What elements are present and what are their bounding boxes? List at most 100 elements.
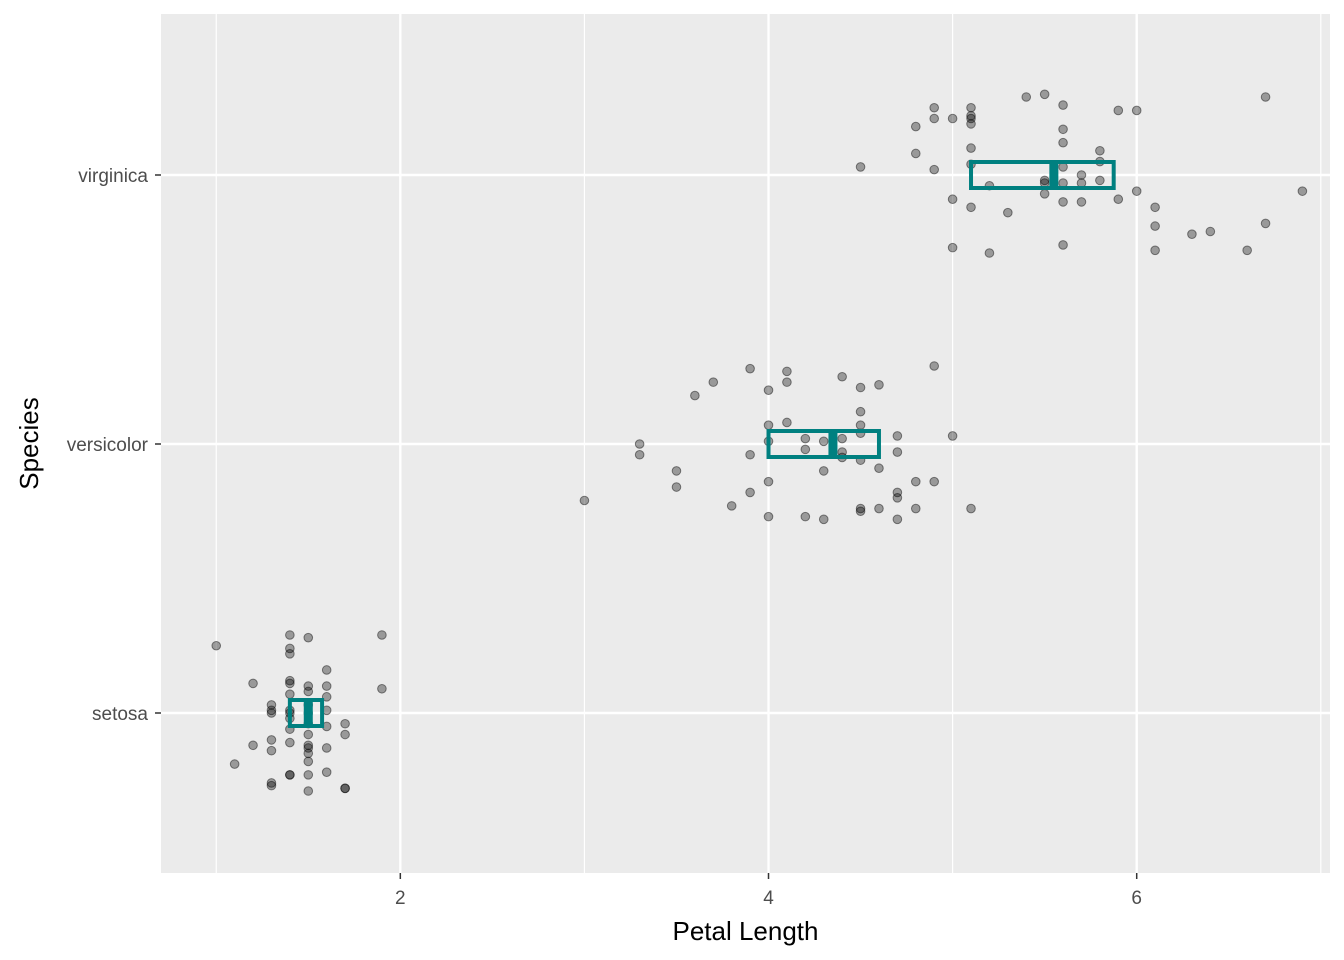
data-point <box>855 420 866 430</box>
data-point <box>1131 105 1142 116</box>
tick-labels: 2 4 6 setosa versicolor virginica <box>67 166 1142 909</box>
data-point <box>303 632 314 643</box>
data-point <box>285 643 295 654</box>
data-point <box>708 377 719 387</box>
data-point <box>266 708 277 718</box>
data-point <box>303 740 314 751</box>
data-point <box>984 248 995 258</box>
data-point <box>966 119 976 129</box>
data-point <box>266 780 277 791</box>
data-point <box>818 436 829 447</box>
data-point <box>1205 226 1216 237</box>
data-point <box>929 113 939 124</box>
data-point <box>929 476 939 487</box>
x-tick-label: 2 <box>395 888 406 909</box>
data-point <box>818 514 829 525</box>
data-point <box>1021 92 1032 102</box>
data-point <box>855 162 866 172</box>
data-point <box>1260 92 1271 102</box>
data-point <box>303 748 314 759</box>
data-point <box>855 503 866 514</box>
data-point <box>229 759 240 769</box>
data-point <box>321 665 332 675</box>
data-point <box>966 143 976 153</box>
data-point <box>285 675 295 686</box>
data-point <box>634 439 645 449</box>
data-point <box>818 466 829 476</box>
data-point <box>285 689 295 699</box>
data-point <box>763 385 774 396</box>
data-point <box>910 476 921 487</box>
data-point <box>910 121 921 132</box>
summary-box <box>969 160 1116 190</box>
data-point <box>892 493 903 503</box>
data-point <box>782 377 792 387</box>
data-point <box>745 363 755 374</box>
data-point <box>855 382 866 393</box>
data-point <box>303 743 314 753</box>
x-tick-label: 6 <box>1131 888 1142 909</box>
data-point <box>800 433 811 444</box>
data-point <box>1187 229 1197 239</box>
data-point <box>671 466 682 476</box>
data-point <box>285 770 295 780</box>
data-point <box>340 783 350 794</box>
data-point <box>1003 207 1013 218</box>
data-point <box>910 503 921 514</box>
data-point <box>285 630 295 640</box>
data-point <box>285 737 295 748</box>
axis-ticks <box>155 174 1138 879</box>
data-point <box>745 487 755 498</box>
data-point <box>892 447 903 457</box>
data-point <box>321 692 332 702</box>
y-tick-label: versicolor <box>67 435 149 456</box>
summary-boxes <box>287 160 1116 728</box>
data-point <box>303 756 314 767</box>
data-point <box>874 463 884 474</box>
data-point <box>892 514 903 525</box>
data-point <box>947 431 958 441</box>
data-point <box>929 164 939 175</box>
data-point <box>800 444 811 455</box>
data-point <box>947 242 958 253</box>
data-point <box>377 630 387 640</box>
data-point <box>340 729 350 740</box>
data-point <box>303 729 314 740</box>
data-point <box>929 361 939 371</box>
data-point <box>248 678 258 689</box>
data-point <box>634 449 645 460</box>
data-point <box>874 503 884 514</box>
data-point <box>340 718 350 729</box>
data-point <box>929 102 939 113</box>
data-point <box>1058 137 1068 148</box>
data-point <box>763 420 774 430</box>
data-point <box>303 770 314 780</box>
data-point <box>782 366 792 377</box>
data-point <box>1150 202 1160 213</box>
data-point <box>763 511 774 522</box>
data-point <box>800 511 811 522</box>
data-point <box>910 148 921 159</box>
data-point <box>321 681 332 691</box>
data-point <box>1242 245 1252 256</box>
data-point <box>966 113 976 124</box>
data-point <box>1095 175 1105 186</box>
y-tick-label: setosa <box>92 704 148 725</box>
data-point <box>266 705 277 716</box>
summary-box <box>766 429 881 459</box>
data-point <box>966 503 976 514</box>
data-point <box>671 482 682 492</box>
data-point <box>579 495 590 506</box>
data-point <box>1113 105 1124 116</box>
data-point <box>1039 89 1050 100</box>
data-point <box>266 778 277 788</box>
data-point <box>1058 100 1068 110</box>
data-point <box>1113 194 1124 205</box>
data-point <box>966 202 976 213</box>
data-point <box>892 487 903 498</box>
x-tick-label: 4 <box>763 888 774 909</box>
data-point <box>303 786 314 796</box>
data-point <box>855 506 866 517</box>
data-point <box>690 390 700 401</box>
